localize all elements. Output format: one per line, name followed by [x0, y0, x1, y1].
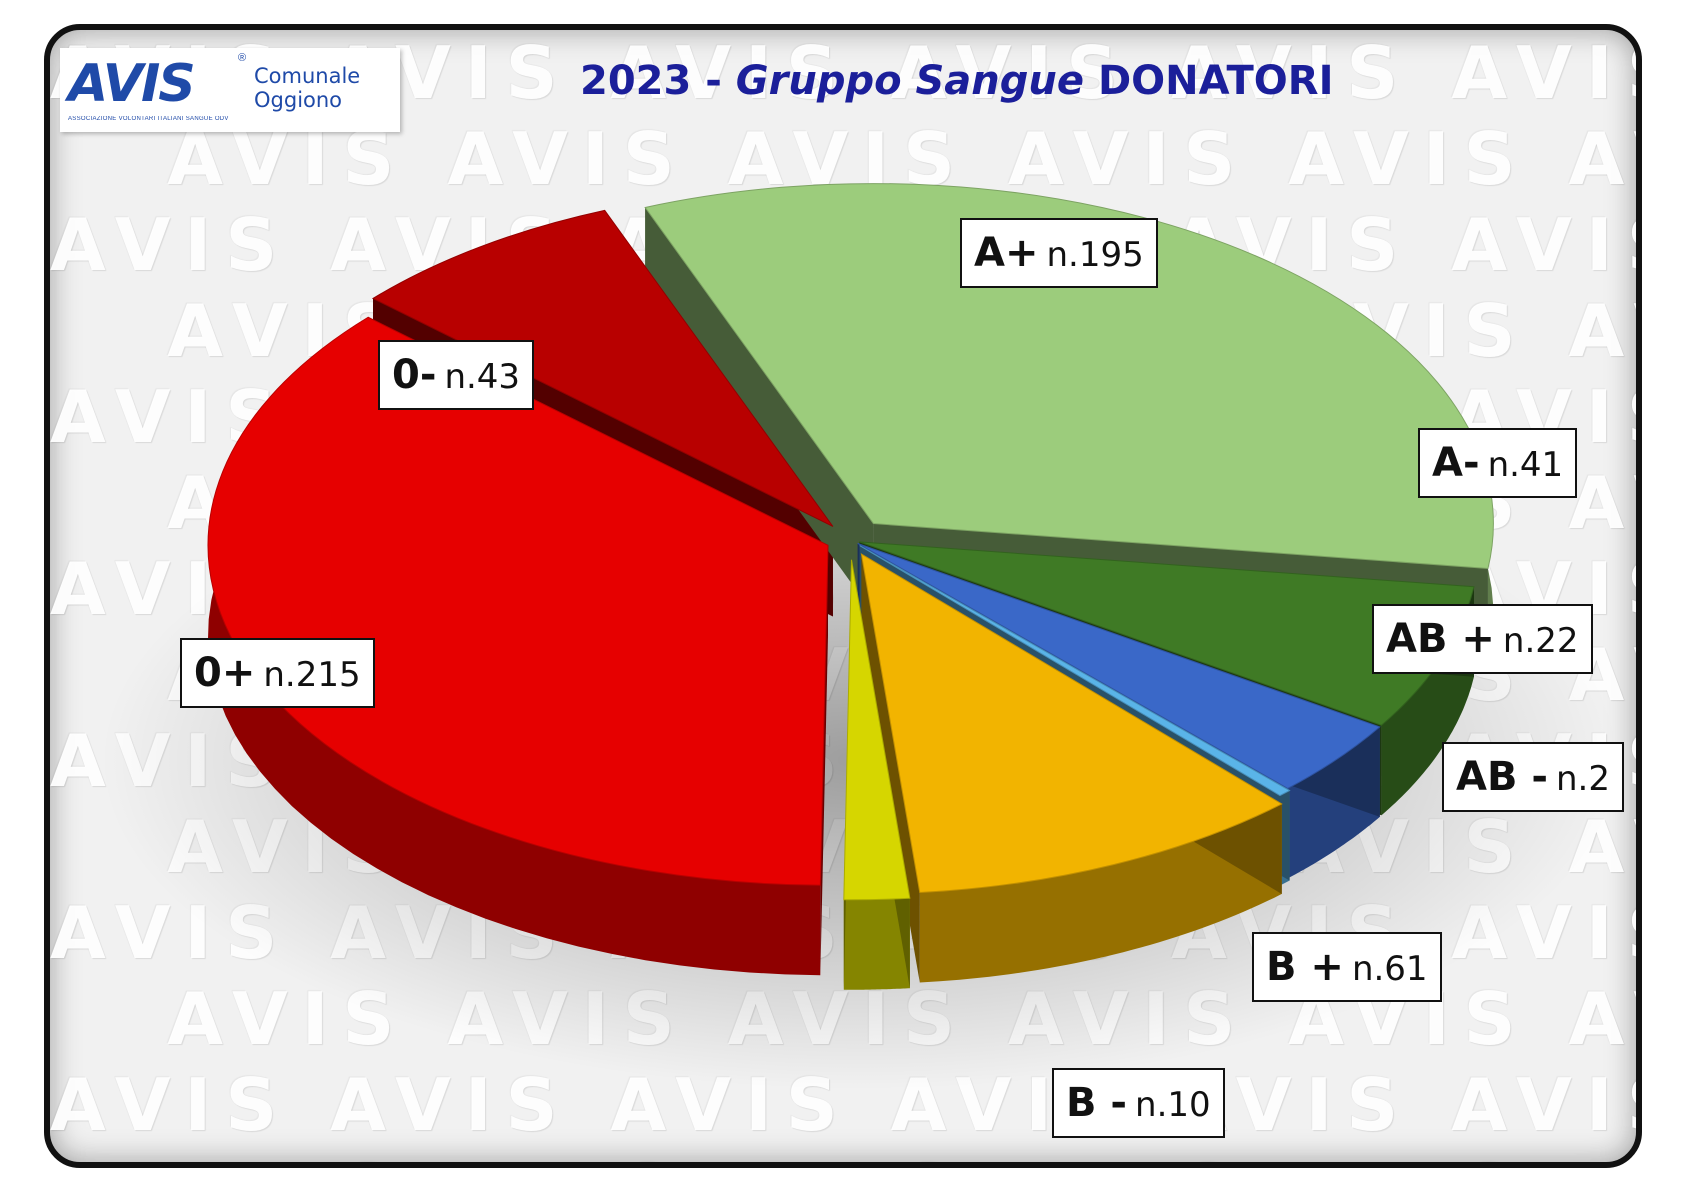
- registered-mark: ®: [238, 52, 247, 64]
- chart-title: 2023 - Gruppo Sangue DONATORI: [580, 58, 1333, 104]
- slice-label-Apos: A+ n.195: [960, 218, 1158, 288]
- pie-slice-side-Bpos: [919, 803, 1282, 983]
- avis-logo-mark: AVIS: [68, 54, 196, 114]
- pie-slice-wall: [820, 545, 829, 976]
- slice-count: n.10: [1135, 1085, 1211, 1125]
- pie-slice-ABneg: [859, 545, 1291, 797]
- slice-count: n.43: [444, 357, 521, 397]
- title-separator: -: [691, 58, 736, 104]
- slice-label-0pos: 0+ n.215: [180, 638, 375, 708]
- avis-branch-line1: Comunale: [254, 64, 361, 88]
- slice-group-name: A+: [974, 230, 1039, 276]
- slice-label-Bpos: B + n.61: [1252, 932, 1442, 1002]
- title-italic: Gruppo Sangue: [735, 58, 1085, 104]
- slice-group-name: 0-: [392, 352, 437, 398]
- slice-group-name: 0+: [194, 650, 256, 696]
- slice-group-name: A-: [1432, 440, 1480, 486]
- slice-group-name: B -: [1066, 1080, 1128, 1126]
- slice-count: n.215: [263, 655, 361, 695]
- slice-count: n.22: [1502, 621, 1579, 661]
- slice-label-Aneg: A-n.41: [1418, 428, 1578, 498]
- slice-label-0neg: 0- n.43: [378, 340, 535, 410]
- avis-branch-line2: Oggiono: [254, 88, 343, 112]
- avis-logo-subtitle: ASSOCIAZIONE VOLONTARI ITALIANI SANGUE O…: [68, 116, 229, 122]
- pie-slice-Bneg: [843, 559, 911, 901]
- slice-label-ABpos: AB + n.22: [1372, 604, 1593, 674]
- slice-count: n.61: [1351, 949, 1428, 989]
- slice-group-name: AB +: [1386, 616, 1495, 662]
- slice-count: n.195: [1046, 235, 1144, 275]
- pie-slice-0neg: [371, 209, 834, 527]
- slice-label-ABneg: AB - n.2: [1442, 742, 1624, 812]
- slice-count: n.2: [1555, 759, 1610, 799]
- pie-slice-ABpos: [857, 543, 1381, 789]
- slice-group-name: AB -: [1456, 754, 1548, 800]
- slice-label-Bneg: B - n.10: [1052, 1068, 1225, 1138]
- title-tail: DONATORI: [1084, 58, 1334, 104]
- title-year: 2023: [580, 58, 692, 104]
- pie-slice-Bpos: [860, 553, 1283, 894]
- slice-count: n.41: [1487, 445, 1564, 485]
- pie-slice-side-Bneg: [843, 898, 910, 990]
- pie-slice-side-0pos: [208, 317, 821, 976]
- slice-group-name: B +: [1266, 944, 1344, 990]
- avis-logo: AVIS ® ASSOCIAZIONE VOLONTARI ITALIANI S…: [60, 48, 400, 132]
- avis-branch-name: Comunale Oggiono: [254, 64, 360, 112]
